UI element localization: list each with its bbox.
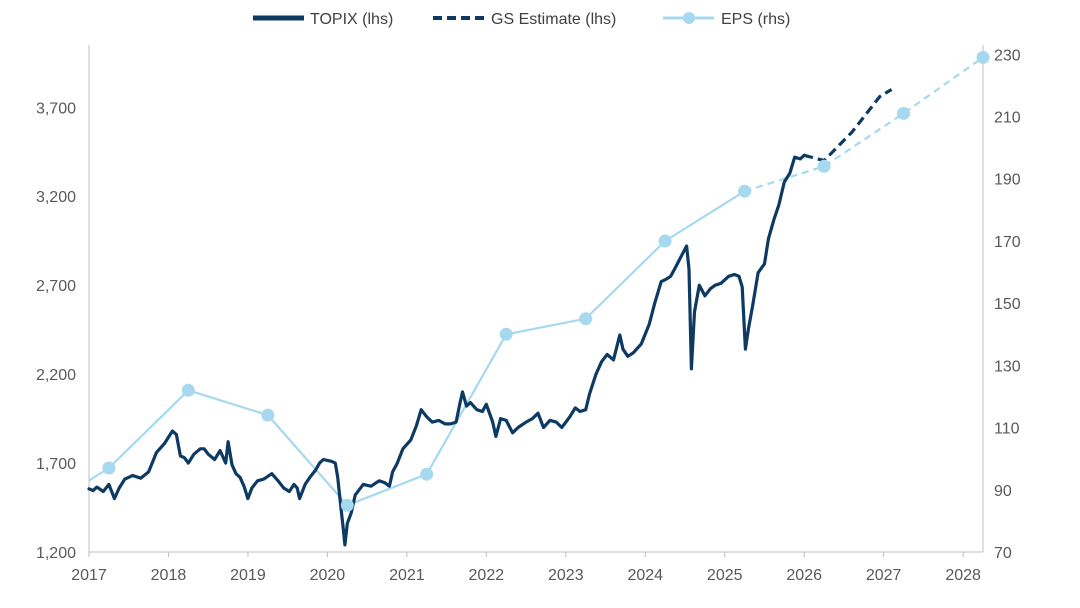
left-axis-tick-labels: 1,200 1,700 2,200 2,700 3,200 3,700 (36, 100, 76, 562)
legend-label-topix: TOPIX (lhs) (310, 11, 393, 28)
x-tick-label-2017: 2017 (71, 567, 107, 584)
eps-point-4 (420, 467, 434, 481)
eps-point-2 (261, 408, 275, 422)
right-tick-label-210: 210 (994, 110, 1021, 127)
legend-item-topix: TOPIX (lhs) (253, 11, 393, 28)
x-tick-label-2024: 2024 (627, 567, 663, 584)
legend-item-eps: EPS (rhs) (663, 11, 790, 28)
legend-label-eps: EPS (rhs) (721, 11, 790, 28)
eps-series-line (88, 190, 746, 507)
right-tick-label-130: 130 (994, 358, 1021, 375)
legend-item-gs-estimate: GS Estimate (lhs) (433, 11, 616, 28)
eps-point-10 (897, 106, 910, 120)
eps-point-1 (181, 383, 195, 397)
right-tick-label-70: 70 (994, 545, 1012, 562)
x-axis-tick-labels: 2017 2018 2019 2020 2021 2022 2023 2024 2025 2026… (71, 567, 981, 584)
x-tick-label-2026: 2026 (786, 567, 822, 584)
right-tick-label-110: 110 (994, 421, 1020, 438)
eps-point-5 (499, 327, 513, 341)
series-layer (87, 50, 990, 547)
right-tick-label-90: 90 (994, 483, 1012, 500)
left-tick-label-1,700: 1,700 (36, 456, 76, 473)
right-tick-label-150: 150 (994, 296, 1021, 313)
eps-projection-line (744, 56, 984, 193)
gs-estimate-series-line (803, 88, 893, 163)
eps-point-6 (579, 312, 593, 326)
eps-point-11 (976, 50, 990, 64)
eps-point-8 (738, 184, 752, 198)
x-tick-label-2023: 2023 (548, 567, 584, 584)
x-tick-label-2019: 2019 (230, 567, 266, 584)
eps-point-9 (817, 159, 831, 173)
eps-point-7 (658, 234, 672, 248)
left-tick-label-2,700: 2,700 (36, 278, 76, 295)
x-tick-label-2018: 2018 (151, 567, 187, 584)
right-axis-tick-labels: 70 90 110 130 150 170 190 210 230 (994, 47, 1021, 562)
x-tick-label-2027: 2027 (866, 567, 902, 584)
eps-point-0 (102, 461, 116, 475)
left-tick-label-2,200: 2,200 (36, 367, 76, 384)
legend-label-gs-estimate: GS Estimate (lhs) (491, 11, 616, 28)
x-tick-label-2028: 2028 (945, 567, 981, 584)
right-tick-label-170: 170 (994, 234, 1021, 251)
left-tick-label-1,200: 1,200 (36, 545, 76, 562)
x-tick-label-2021: 2021 (389, 567, 425, 584)
x-tick-label-2022: 2022 (469, 567, 505, 584)
right-tick-label-190: 190 (994, 172, 1021, 189)
legend: TOPIX (lhs) GS Estimate (lhs) EPS (rhs) (253, 11, 790, 28)
eps-point-3 (340, 498, 354, 512)
left-tick-label-3,200: 3,200 (36, 189, 76, 206)
right-tick-label-230: 230 (994, 47, 1021, 64)
axes (88, 45, 984, 557)
x-tick-label-2020: 2020 (310, 567, 346, 584)
topix-series-line (87, 153, 806, 547)
left-tick-label-3,700: 3,700 (36, 100, 76, 117)
legend-marker-eps (683, 12, 695, 24)
x-tick-label-2025: 2025 (707, 567, 743, 584)
